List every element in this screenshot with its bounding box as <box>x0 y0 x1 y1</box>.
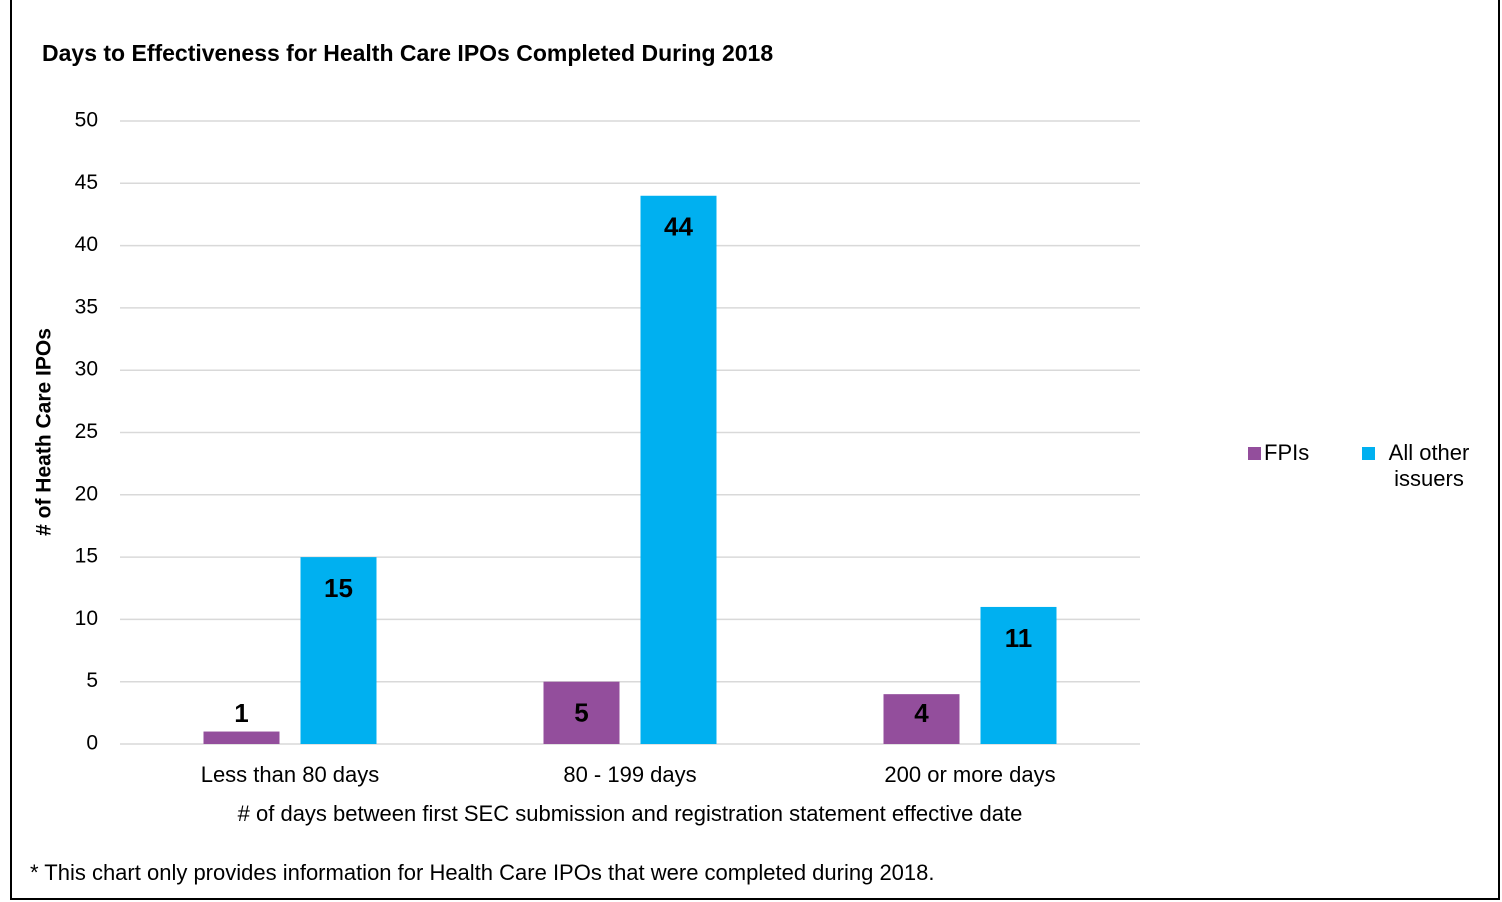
chart-title: Days to Effectiveness for Health Care IP… <box>42 40 773 66</box>
legend-label: All other issuers <box>1388 440 1470 491</box>
data-label: 4 <box>914 698 929 728</box>
data-label: 44 <box>664 212 693 242</box>
y-tick-label: 50 <box>75 109 98 132</box>
x-tick-label: Less than 80 days <box>201 762 380 787</box>
y-tick-label: 0 <box>86 732 98 755</box>
bar <box>300 557 377 744</box>
y-tick-label: 5 <box>86 669 98 692</box>
footnote: * This chart only provides information f… <box>30 860 935 885</box>
y-tick-label: 40 <box>75 233 98 256</box>
x-tick-label: 80 - 199 days <box>563 762 696 787</box>
y-tick-label: 20 <box>75 482 98 505</box>
bar <box>980 606 1057 744</box>
bar <box>640 195 717 744</box>
y-axis-label: # of Heath Care IPOs <box>33 328 56 536</box>
x-tick-label: 200 or more days <box>884 762 1055 787</box>
legend-swatch <box>1248 447 1261 460</box>
x-axis-label: # of days between first SEC submission a… <box>238 801 1023 826</box>
bar <box>203 731 280 744</box>
data-label: 11 <box>1005 623 1033 653</box>
y-tick-label: 15 <box>75 545 98 568</box>
legend-swatch <box>1362 447 1375 460</box>
data-label: 15 <box>324 573 353 603</box>
y-tick-label: 35 <box>75 295 98 318</box>
data-label: 5 <box>574 698 588 728</box>
bar <box>883 694 960 744</box>
y-tick-label: 45 <box>75 171 98 194</box>
y-tick-label: 30 <box>75 358 98 381</box>
data-label: 1 <box>234 698 248 728</box>
y-tick-label: 25 <box>75 420 98 443</box>
bar <box>543 681 620 744</box>
legend-label: FPIs <box>1264 440 1310 465</box>
y-tick-label: 10 <box>75 607 98 630</box>
